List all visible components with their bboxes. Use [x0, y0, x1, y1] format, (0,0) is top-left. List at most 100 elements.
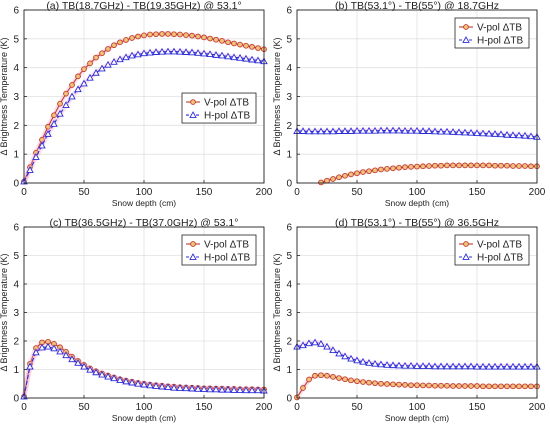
data-point — [420, 163, 426, 170]
y-tick-label: 6 — [13, 6, 19, 17]
x-tick-label: 100 — [409, 187, 426, 198]
x-tick-label: 200 — [529, 402, 546, 413]
data-point — [213, 36, 219, 43]
data-point — [383, 126, 391, 134]
data-point — [395, 126, 403, 134]
legend-entry: H-pol ΔTB — [204, 253, 250, 264]
data-point — [32, 348, 40, 356]
data-point — [170, 47, 178, 55]
legend-marker — [463, 241, 469, 247]
y-tick-label: 0 — [286, 394, 292, 405]
data-point — [384, 166, 390, 172]
data-point — [140, 49, 148, 57]
data-point — [486, 162, 492, 169]
data-point — [341, 127, 349, 134]
data-point — [438, 382, 444, 389]
data-point — [378, 166, 384, 173]
data-point — [176, 47, 184, 55]
data-point — [335, 127, 343, 134]
data-point — [299, 127, 307, 134]
x-tick-label: 200 — [256, 402, 273, 413]
data-point — [122, 377, 130, 385]
legend-entry: H-pol ΔTB — [204, 111, 250, 122]
data-point — [443, 362, 451, 370]
data-point — [122, 53, 130, 61]
data-point — [413, 362, 421, 369]
x-tick-label: 50 — [351, 187, 363, 198]
y-tick-label: 4 — [286, 280, 292, 291]
legend-marker — [190, 99, 196, 105]
data-point — [56, 109, 64, 117]
data-point — [110, 57, 118, 65]
y-tick-label: 2 — [286, 121, 292, 132]
data-point — [81, 66, 87, 72]
data-point — [509, 131, 517, 138]
y-axis-label: Δ Brightness Temperature (K) — [272, 38, 282, 156]
data-point — [468, 162, 474, 169]
data-point — [111, 42, 117, 49]
data-point — [218, 51, 226, 59]
chart-title: (a) TB(18.7GHz) - TB(19.35GHz) @ 53.1° — [46, 0, 241, 12]
y-tick-label: 5 — [13, 251, 19, 262]
data-point — [438, 162, 444, 169]
data-point — [510, 383, 516, 390]
data-point — [336, 375, 342, 381]
y-tick-label: 1 — [286, 150, 292, 161]
data-point — [474, 383, 480, 389]
data-point — [98, 64, 106, 72]
data-point — [353, 356, 361, 364]
x-tick-label: 150 — [196, 187, 213, 198]
data-point — [467, 128, 475, 136]
data-point — [236, 53, 244, 61]
chart-panel-3: 0 50 100 150 200 0 1 2 3 4 5 6 (c) TB(36.5GHz) - TB(… — [0, 217, 273, 423]
y-tick-label: 6 — [286, 6, 292, 17]
data-point — [330, 176, 336, 182]
data-point — [348, 171, 354, 178]
x-axis-label: Snow depth (cm) — [385, 198, 449, 208]
y-tick-label: 3 — [286, 92, 292, 103]
data-point — [456, 162, 462, 169]
x-tick-label: 0 — [294, 402, 300, 413]
data-point — [254, 386, 262, 394]
data-point — [104, 60, 112, 68]
legend-marker — [189, 111, 197, 118]
data-point — [158, 382, 166, 390]
y-tick-label: 3 — [13, 308, 19, 319]
data-point — [491, 130, 499, 137]
data-point — [516, 383, 522, 390]
data-point — [164, 47, 172, 55]
data-point — [372, 380, 378, 387]
data-point — [432, 162, 438, 169]
data-point — [38, 343, 46, 351]
data-point — [432, 382, 438, 389]
data-point — [419, 362, 427, 369]
data-point — [462, 162, 468, 169]
data-point — [146, 381, 154, 389]
data-point — [444, 382, 450, 389]
data-point — [92, 368, 100, 376]
data-point — [134, 50, 142, 58]
x-tick-label: 200 — [529, 187, 546, 198]
data-point — [99, 50, 105, 57]
data-point — [45, 123, 51, 130]
data-point — [44, 130, 52, 137]
data-point — [461, 128, 469, 136]
legend-entry: V-pol ΔTB — [204, 98, 249, 109]
data-point — [359, 357, 367, 365]
legend-box — [454, 234, 530, 266]
data-point — [401, 361, 409, 369]
data-point — [80, 79, 88, 87]
data-point — [75, 73, 81, 80]
data-point — [401, 126, 409, 134]
data-point — [299, 341, 307, 349]
x-tick-label: 50 — [78, 187, 90, 198]
data-point — [306, 376, 312, 383]
data-point — [359, 126, 367, 134]
chart-panel-4: 0 50 100 150 200 0 1 2 3 4 5 6 (d) TB(53.1°) - TB(55… — [272, 217, 546, 423]
legend-entry: V-pol ΔTB — [477, 240, 522, 251]
data-point — [311, 127, 319, 135]
data-point — [230, 386, 238, 393]
data-point — [425, 362, 433, 369]
data-point — [485, 362, 493, 370]
